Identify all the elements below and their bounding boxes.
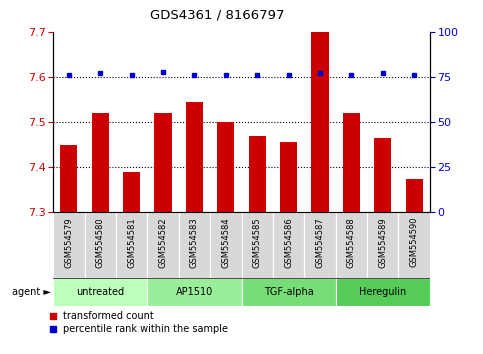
Bar xyxy=(147,212,179,278)
Bar xyxy=(92,113,109,212)
Text: GSM554580: GSM554580 xyxy=(96,217,105,268)
Bar xyxy=(242,278,336,306)
Text: GSM554589: GSM554589 xyxy=(378,217,387,268)
Text: GSM554590: GSM554590 xyxy=(410,217,419,268)
Bar xyxy=(398,212,430,278)
Bar xyxy=(280,142,297,212)
Text: GSM554584: GSM554584 xyxy=(221,217,230,268)
Text: GSM554579: GSM554579 xyxy=(64,217,73,268)
Bar xyxy=(155,113,171,212)
Bar xyxy=(147,278,242,306)
Text: GSM554582: GSM554582 xyxy=(158,217,168,268)
Bar xyxy=(312,32,328,212)
Bar xyxy=(217,122,234,212)
Text: Heregulin: Heregulin xyxy=(359,287,406,297)
Text: AP1510: AP1510 xyxy=(176,287,213,297)
Legend: transformed count, percentile rank within the sample: transformed count, percentile rank withi… xyxy=(48,311,228,334)
Bar xyxy=(53,278,147,306)
Text: GSM554585: GSM554585 xyxy=(253,217,262,268)
Bar xyxy=(123,172,140,212)
Bar xyxy=(53,212,85,278)
Bar xyxy=(374,138,391,212)
Bar xyxy=(367,212,398,278)
Text: GSM554586: GSM554586 xyxy=(284,217,293,268)
Text: GSM554581: GSM554581 xyxy=(127,217,136,268)
Bar xyxy=(343,113,360,212)
Bar xyxy=(336,278,430,306)
Bar xyxy=(242,212,273,278)
Bar xyxy=(179,212,210,278)
Bar xyxy=(336,212,367,278)
Bar xyxy=(116,212,147,278)
Bar xyxy=(304,212,336,278)
Bar xyxy=(85,212,116,278)
Text: GSM554587: GSM554587 xyxy=(315,217,325,268)
Text: GSM554588: GSM554588 xyxy=(347,217,356,268)
Text: untreated: untreated xyxy=(76,287,124,297)
Bar xyxy=(249,136,266,212)
Text: GDS4361 / 8166797: GDS4361 / 8166797 xyxy=(150,8,284,21)
Bar xyxy=(60,145,77,212)
Bar xyxy=(273,212,304,278)
Bar xyxy=(186,102,203,212)
Text: GSM554583: GSM554583 xyxy=(190,217,199,268)
Bar xyxy=(406,178,423,212)
Text: TGF-alpha: TGF-alpha xyxy=(264,287,313,297)
Bar xyxy=(210,212,242,278)
Text: agent ►: agent ► xyxy=(12,287,51,297)
